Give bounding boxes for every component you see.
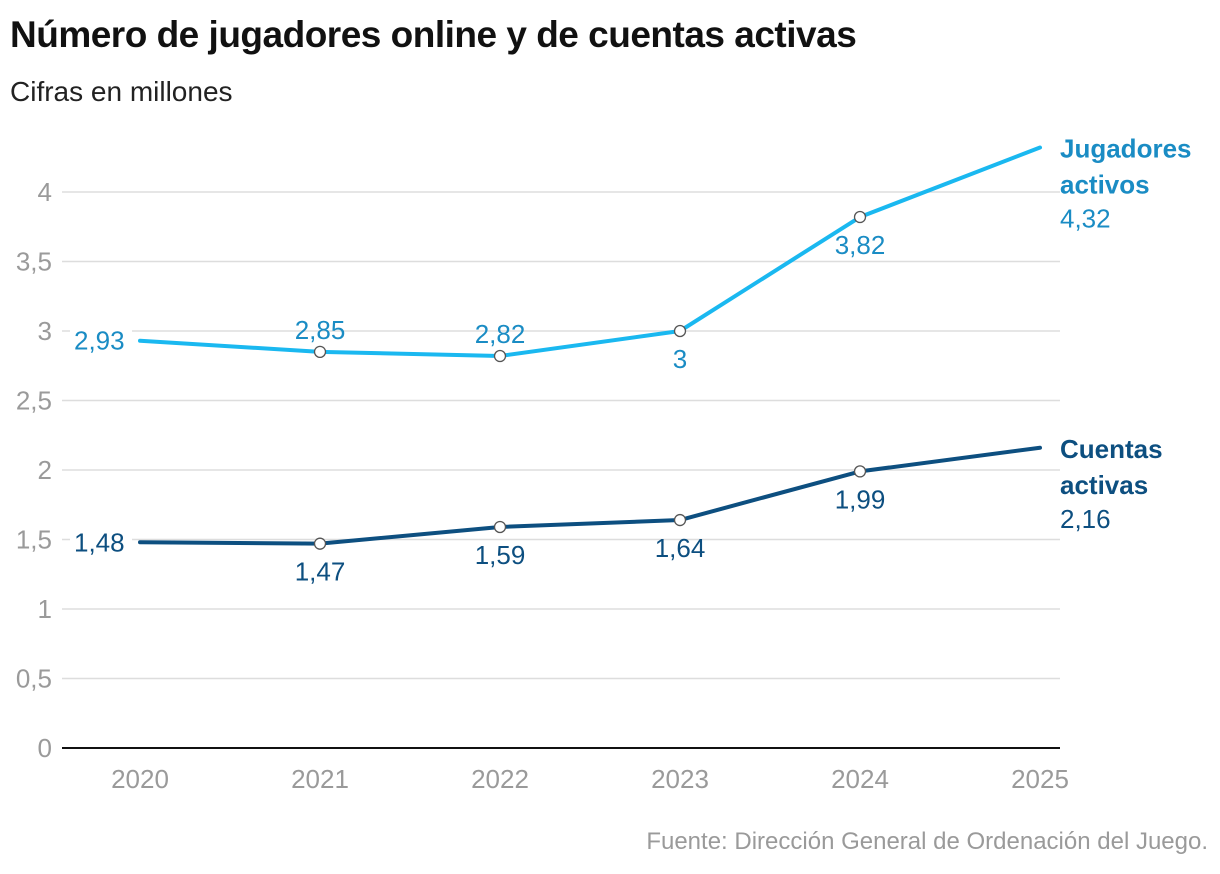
- chart-title: Número de jugadores online y de cuentas …: [10, 14, 857, 55]
- series-name-line2-jugadores: activos: [1060, 170, 1150, 200]
- y-axis-ticks: 0 0,5 1 1,5 2 2,5 3 3,5 4: [16, 177, 52, 763]
- series-end-value-jugadores: 4,32: [1060, 204, 1111, 234]
- series-end-labels: Jugadores activos 4,32 Cuentas activas 2,16: [1060, 134, 1192, 534]
- x-tick-label: 2024: [831, 764, 889, 794]
- data-point-cuentas: [493, 520, 507, 534]
- y-tick-label: 3: [38, 316, 52, 346]
- chart-subtitle: Cifras en millones: [10, 76, 233, 107]
- y-tick-label: 2: [38, 455, 52, 485]
- data-label-jugadores: 3: [673, 344, 687, 374]
- data-point-jugadores: [493, 349, 507, 363]
- series-end-value-cuentas: 2,16: [1060, 504, 1111, 534]
- data-point-jugadores: [673, 324, 687, 338]
- data-label-cuentas: 1,47: [295, 557, 346, 587]
- data-point-cuentas: [853, 465, 867, 478]
- series-name-line2-cuentas: activas: [1060, 470, 1148, 500]
- x-axis-ticks: 2020 2021 2022 2023 2024 2025: [111, 764, 1069, 794]
- series-line-jugadores: [138, 145, 1042, 359]
- y-tick-label: 1: [38, 594, 52, 624]
- y-tick-label: 1,5: [16, 525, 52, 555]
- y-tick-label: 0,5: [16, 664, 52, 694]
- data-point-cuentas: [673, 513, 687, 527]
- x-tick-label: 2025: [1011, 764, 1069, 794]
- label-halo: [70, 524, 132, 559]
- data-label-cuentas: 1,64: [655, 533, 706, 563]
- data-label-cuentas: 1,99: [835, 484, 886, 514]
- data-point-jugadores: [853, 210, 867, 224]
- series-line-cuentas: [138, 445, 1042, 546]
- x-tick-label: 2020: [111, 764, 169, 794]
- x-tick-label: 2023: [651, 764, 709, 794]
- y-tick-label: 2,5: [16, 386, 52, 416]
- data-label-jugadores: 3,82: [835, 230, 886, 260]
- data-markers: [313, 210, 867, 550]
- gridlines: [62, 191, 1060, 749]
- data-label-jugadores: 2,85: [295, 315, 346, 345]
- series-name-line1-jugadores: Jugadores: [1060, 134, 1192, 164]
- data-point-cuentas: [313, 537, 327, 550]
- x-tick-label: 2022: [471, 764, 529, 794]
- source-note: Fuente: Dirección General de Ordenación …: [646, 828, 1208, 855]
- label-halo: [70, 322, 132, 357]
- y-tick-label: 0: [38, 733, 52, 763]
- series-lines: [138, 145, 1042, 546]
- data-label-jugadores: 2,82: [475, 319, 526, 349]
- data-labels: 2,93 2,85 2,82 3 3,82 1,48 1,47 1,59 1,64 1,99: [70, 230, 885, 587]
- data-label-cuentas: 1,48: [74, 527, 125, 557]
- data-label-jugadores: 2,93: [74, 326, 125, 356]
- data-point-jugadores: [313, 345, 327, 359]
- y-tick-label: 3,5: [16, 247, 52, 277]
- data-label-cuentas: 1,59: [475, 540, 526, 570]
- x-tick-label: 2021: [291, 764, 349, 794]
- y-tick-label: 4: [38, 177, 52, 207]
- series-name-line1-cuentas: Cuentas: [1060, 434, 1163, 464]
